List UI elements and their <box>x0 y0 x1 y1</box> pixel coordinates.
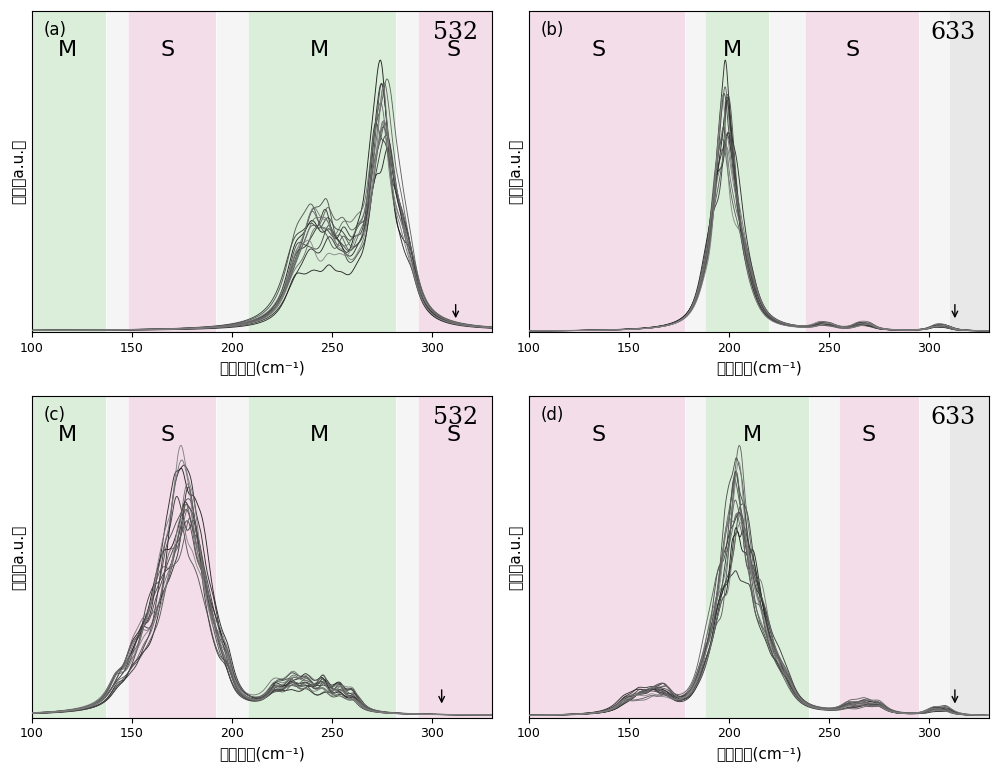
Text: 532: 532 <box>433 406 478 429</box>
Bar <box>418 11 492 332</box>
Bar <box>949 396 989 718</box>
Bar <box>106 396 128 718</box>
Text: (c): (c) <box>43 406 65 424</box>
Bar <box>705 396 809 718</box>
Text: S: S <box>161 40 175 60</box>
Bar <box>839 396 919 718</box>
Bar <box>32 11 106 332</box>
Y-axis label: 强度（a.u.）: 强度（a.u.） <box>508 524 523 590</box>
Bar <box>805 11 919 332</box>
Bar <box>248 396 396 718</box>
X-axis label: 拉曼位移(cm⁻¹): 拉曼位移(cm⁻¹) <box>219 746 305 761</box>
Text: S: S <box>447 425 461 445</box>
Bar <box>32 396 106 718</box>
Bar <box>418 396 492 718</box>
Text: M: M <box>723 40 742 60</box>
Bar <box>106 11 128 332</box>
Bar <box>919 11 949 332</box>
Bar <box>705 11 769 332</box>
Y-axis label: 强度（a.u.）: 强度（a.u.） <box>508 139 523 205</box>
Text: M: M <box>310 40 329 60</box>
X-axis label: 拉曼位移(cm⁻¹): 拉曼位移(cm⁻¹) <box>716 361 802 376</box>
Text: S: S <box>862 425 876 445</box>
Text: (b): (b) <box>540 21 564 39</box>
Text: S: S <box>447 40 461 60</box>
Text: 532: 532 <box>433 21 478 44</box>
Text: 633: 633 <box>930 21 975 44</box>
Bar <box>949 11 989 332</box>
Text: M: M <box>58 40 77 60</box>
Text: S: S <box>846 40 860 60</box>
Bar <box>809 396 839 718</box>
Bar <box>128 396 216 718</box>
Text: M: M <box>743 425 762 445</box>
Bar <box>248 11 396 332</box>
Text: S: S <box>592 425 606 445</box>
Text: (a): (a) <box>43 21 66 39</box>
Bar <box>919 396 949 718</box>
Text: S: S <box>592 40 606 60</box>
X-axis label: 拉曼位移(cm⁻¹): 拉曼位移(cm⁻¹) <box>716 746 802 761</box>
Bar <box>216 396 248 718</box>
Bar <box>769 11 805 332</box>
Bar <box>216 11 248 332</box>
Bar <box>128 11 216 332</box>
Y-axis label: 强度（a.u.）: 强度（a.u.） <box>11 139 26 205</box>
Bar <box>529 11 685 332</box>
Text: S: S <box>161 425 175 445</box>
Text: M: M <box>310 425 329 445</box>
X-axis label: 拉曼位移(cm⁻¹): 拉曼位移(cm⁻¹) <box>219 361 305 376</box>
Y-axis label: 强度（a.u.）: 强度（a.u.） <box>11 524 26 590</box>
Bar <box>529 396 685 718</box>
Bar <box>396 396 418 718</box>
Text: (d): (d) <box>540 406 564 424</box>
Bar <box>396 11 418 332</box>
Bar <box>685 11 705 332</box>
Bar <box>685 396 705 718</box>
Text: M: M <box>58 425 77 445</box>
Text: 633: 633 <box>930 406 975 429</box>
